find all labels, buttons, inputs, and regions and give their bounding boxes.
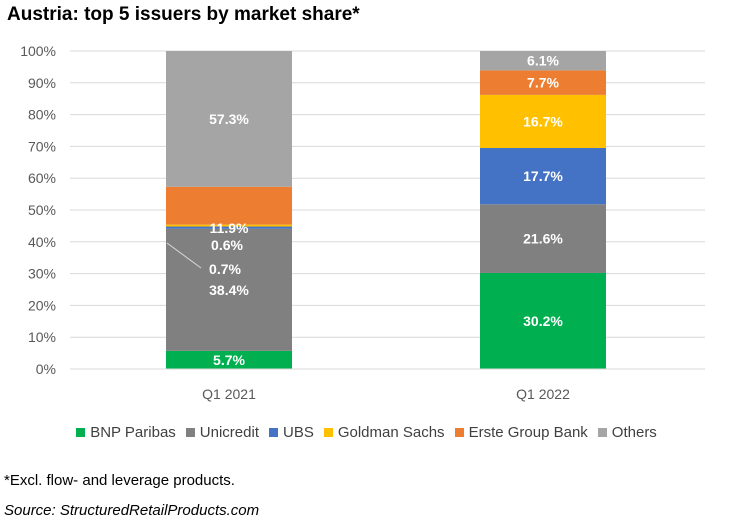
data-label: 38.4%	[209, 282, 249, 298]
data-label: 7.7%	[527, 75, 559, 91]
y-tick-label: 20%	[28, 297, 56, 313]
data-label: 5.7%	[213, 352, 245, 368]
data-label: 11.9%	[210, 220, 249, 236]
legend-label: Goldman Sachs	[337, 424, 445, 441]
legend-label: Erste Group Bank	[468, 424, 588, 441]
y-tick-label: 90%	[28, 75, 56, 91]
y-tick-label: 50%	[28, 202, 56, 218]
chart-legend: BNP Paribas Unicredit UBS Goldman Sachs Erst…	[0, 424, 733, 441]
leader-line	[166, 242, 202, 269]
data-label: 0.6%	[211, 237, 243, 253]
footnote: *Excl. flow- and leverage products.	[4, 472, 235, 489]
data-label: 6.1%	[527, 53, 559, 69]
legend-item: Unicredit	[185, 424, 259, 441]
x-tick-label: Q1 2021	[202, 386, 256, 402]
legend-item: Erste Group Bank	[454, 424, 588, 441]
data-label: 21.6%	[523, 231, 563, 247]
legend-swatch	[185, 428, 195, 437]
y-tick-label: 60%	[28, 170, 56, 186]
data-label: 57.3%	[209, 111, 249, 127]
y-tick-label: 30%	[28, 266, 56, 282]
legend-swatch	[454, 428, 464, 437]
legend-label: BNP Paribas	[90, 424, 176, 441]
bar-segment	[166, 350, 292, 369]
bar-segment	[480, 272, 606, 369]
data-label: 30.2%	[523, 313, 563, 329]
legend-swatch	[597, 428, 607, 437]
bar-segment	[166, 226, 292, 229]
bar-segment	[166, 224, 292, 227]
y-tick-label: 40%	[28, 234, 56, 250]
stacked-bar-chart: 0% 10% 20% 30% 40% 50% 60% 70% 80% 90% 100% Q1 2021…	[20, 43, 705, 402]
source-note: Source: StructuredRetailProducts.com	[4, 502, 260, 519]
bar-segment	[166, 51, 292, 187]
legend-swatch	[323, 428, 333, 437]
y-tick-label: 100%	[20, 43, 56, 59]
legend-item: Goldman Sachs	[323, 424, 445, 441]
x-tick-label: Q1 2022	[516, 386, 570, 402]
y-tick-label: 80%	[28, 107, 56, 123]
bar-segment	[480, 94, 606, 148]
y-tick-label: 10%	[28, 329, 56, 345]
bar-segment	[480, 204, 606, 273]
bar-segment	[480, 70, 606, 95]
y-tick-label: 0%	[36, 361, 56, 377]
legend-swatch	[268, 428, 278, 437]
data-label: 17.7%	[523, 168, 563, 184]
data-label: 16.7%	[523, 113, 563, 129]
chart-title: Austria: top 5 issuers by market share*	[7, 4, 360, 25]
legend-label: UBS	[282, 424, 314, 441]
legend-swatch	[76, 428, 86, 437]
bar-segment	[480, 51, 606, 71]
y-tick-label: 70%	[28, 138, 56, 154]
legend-label: Unicredit	[199, 424, 259, 441]
bar-segment	[166, 186, 292, 225]
legend-item: BNP Paribas	[76, 424, 176, 441]
bar-segment	[480, 147, 606, 205]
legend-item: Others	[597, 424, 657, 441]
bar-segment	[166, 228, 292, 351]
data-label: 0.7%	[209, 261, 241, 277]
legend-item: UBS	[268, 424, 314, 441]
legend-label: Others	[611, 424, 657, 441]
